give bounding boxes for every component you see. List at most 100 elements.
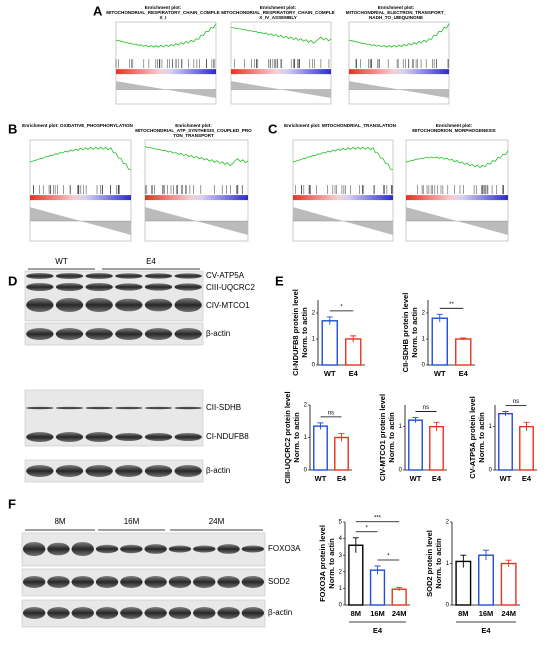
error-bar [326,316,333,325]
gsea-heading: Enrichment plot: [260,5,297,10]
blot-band [26,298,54,312]
y-tick-label: 2 [304,403,308,409]
blot-band [174,465,202,477]
x-tick-label: E4 [432,474,442,483]
y-axis-label: Norm. to actin [292,412,301,463]
x-tick-label: E4 [522,474,532,483]
panel-letter: B [8,121,17,136]
enrichment-curve [115,23,217,48]
x-tick-label: WT [410,474,422,483]
blot-band [47,542,70,556]
y-tick-label: 0 [489,468,493,474]
blot-band [55,273,84,279]
blot-band [144,465,173,477]
y-tick-label: 2 [422,311,426,317]
blot-band [241,607,265,619]
error-bar [352,537,359,553]
blot-band [193,607,216,619]
blot-band [115,465,143,477]
y-tick-label: 2 [446,520,450,526]
group-label: E4 [373,626,383,635]
blot-band [193,576,216,588]
y-tick-label: 1 [446,561,450,567]
x-tick-label: E4 [337,474,347,483]
blot-band [71,607,94,619]
x-tick-label: 16M [370,609,385,618]
significance-label: *** [374,515,382,521]
x-tick-label: 24M [501,609,516,618]
blot-band [26,432,54,442]
blot-band [26,406,54,410]
blot-band [144,544,167,554]
bar [321,320,338,366]
gsea-title: X_IV_ASSEMBLY [259,15,297,20]
y-axis-label: CIV-MTCO1 protein level [378,394,387,481]
y-tick-label: 0 [339,603,343,609]
blot-band [85,273,113,279]
blot-band [71,576,94,588]
blot-band [85,406,113,410]
blot-band [241,576,265,588]
enrichment-curve [230,27,332,44]
error-bar [436,313,443,323]
blot-band [217,607,240,619]
bar [455,338,472,366]
gsea-title: MITOCHONDRIAL_ELECTRON_TRANSPORT_ [346,10,447,15]
blot-band [115,328,143,340]
significance-label: * [365,525,368,531]
blot-band [241,545,265,553]
enrichment-curve [29,146,132,170]
y-axis-label: CI-NDUFB8 protein level [291,289,300,376]
enrichment-curve [292,146,394,170]
gsea-title: MITOCHONDRION_MORPHOGENESIS [412,128,495,133]
blot-band [174,328,202,340]
group-label: E4 [146,257,156,266]
y-tick-label: 5 [339,520,343,526]
blot-label: CII-SDHB [206,403,241,412]
blot-label: CV-ATP5A [206,271,245,280]
rank-gradient [293,195,393,201]
blot-band [174,273,202,279]
gsea-heading: Enrichment plot: [175,123,212,128]
blot-band [26,283,54,291]
significance-label: * [387,554,390,560]
gsea-title: X_I [160,15,167,20]
blot-label: β-actin [268,608,292,617]
blot-band [120,544,143,554]
y-tick-label: 1 [312,337,316,343]
blot-band [85,432,113,442]
blot-band [26,273,54,279]
y-tick-label: 0 [399,468,403,474]
error-bar [505,559,512,567]
blot-band [115,406,143,410]
blot-band [144,406,173,410]
blot-band [144,283,173,291]
y-axis-label: Norm. to actin [300,307,309,358]
blot-band [144,433,173,441]
y-tick-label: 0 [422,363,426,369]
blot-label: CIV-MTCO1 [206,301,250,310]
panel-letter: E [275,273,284,288]
significance-label: ** [449,302,454,308]
gsea-heading: Enrichment plot: OXIDATIVE_PHOSPHORYLATI… [22,123,133,128]
blot-band [144,607,167,619]
bar [391,588,407,606]
y-tick-label: 1 [304,435,308,441]
x-tick-label: 16M [479,609,494,618]
blot-band [85,283,113,291]
gsea-title: MITOCHONDRIAL_RESPIRATORY_CHAIN_COMPLE [106,10,219,15]
blot-label: CIII-UQCRC2 [206,283,255,292]
gsea-heading: Enrichment plot: MITOCHONDRIAL_TRANSLATI… [284,123,397,128]
blot-band [120,576,143,588]
blot-band [115,298,143,312]
error-bar [396,587,403,591]
y-axis-label: FOXO3A protein level [318,525,327,602]
x-tick-label: 8M [458,609,468,618]
blot-band [55,432,84,442]
y-tick-label: 1 [489,424,493,430]
significance-label: ns [328,410,334,416]
y-tick-label: 3 [339,553,343,559]
y-tick-label: 1 [422,337,426,343]
bar [313,425,328,471]
gsea-heading: Enrichment plot: [378,5,415,10]
